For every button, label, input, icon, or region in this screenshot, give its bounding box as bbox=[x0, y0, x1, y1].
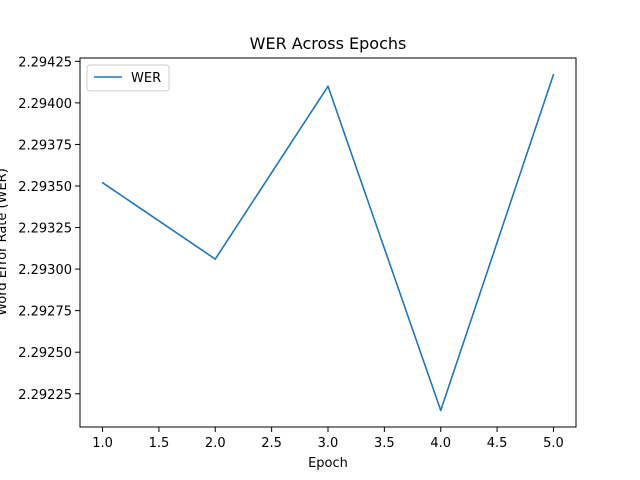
y-tick-label: 2.29225 bbox=[18, 388, 72, 403]
x-tick-label: 3.5 bbox=[374, 436, 395, 451]
legend: WER bbox=[86, 64, 170, 92]
x-axis-label: Epoch bbox=[308, 456, 348, 471]
y-tick-label: 2.29275 bbox=[18, 305, 72, 320]
y-ticks: 2.29225 2.29250 2.29275 2.29300 2.29325 2.293… bbox=[18, 55, 80, 403]
x-tick-label: 4.5 bbox=[487, 436, 508, 451]
y-tick-label: 2.29375 bbox=[18, 138, 72, 153]
legend-box bbox=[86, 64, 170, 92]
y-tick-label: 2.29400 bbox=[18, 97, 72, 112]
x-tick-label: 5.0 bbox=[543, 436, 564, 451]
series-layer bbox=[101, 73, 555, 412]
x-tick-label: 2.5 bbox=[261, 436, 282, 451]
x-tick-label: 3.0 bbox=[318, 436, 339, 451]
y-tick-label: 2.29250 bbox=[18, 346, 72, 361]
x-ticks: 1.0 1.5 2.0 2.5 3.0 3.5 4.0 4.5 5.0 bbox=[92, 427, 564, 451]
y-tick-label: 2.29425 bbox=[18, 55, 72, 70]
x-tick-label: 1.0 bbox=[92, 436, 113, 451]
data-point bbox=[214, 258, 217, 260]
x-tick-label: 2.0 bbox=[205, 436, 226, 451]
y-tick-label: 2.29350 bbox=[18, 180, 72, 195]
legend-label-wer: WER bbox=[131, 71, 161, 86]
x-tick-label: 4.0 bbox=[430, 436, 451, 451]
chart-title: WER Across Epochs bbox=[250, 34, 407, 53]
x-tick-label: 1.5 bbox=[149, 436, 170, 451]
plot-frame bbox=[79, 57, 577, 428]
data-point bbox=[439, 409, 442, 412]
data-point bbox=[552, 73, 555, 76]
y-tick-label: 2.29300 bbox=[18, 263, 72, 278]
y-axis-label: Word Error Rate (WER) bbox=[0, 168, 10, 316]
y-tick-label: 2.29325 bbox=[18, 222, 72, 237]
data-point bbox=[327, 85, 329, 88]
data-point bbox=[101, 181, 104, 184]
